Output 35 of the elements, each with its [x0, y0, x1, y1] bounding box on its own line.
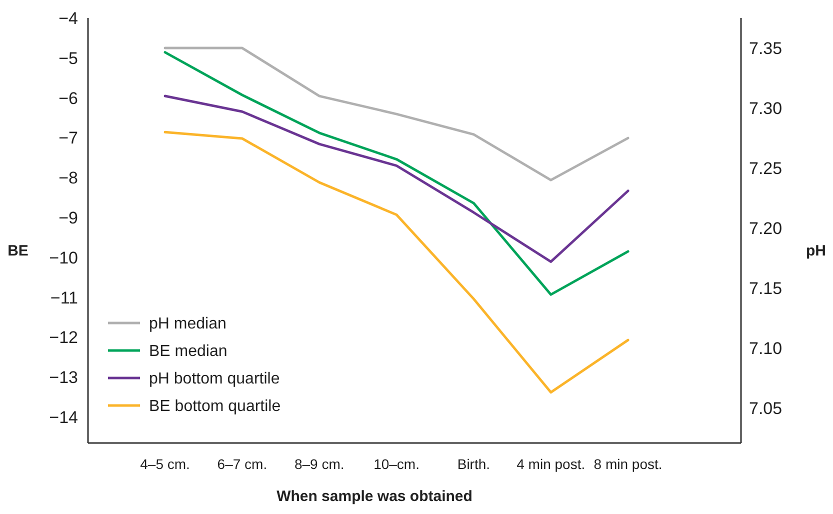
x-tick-label: 4 min post.: [516, 456, 586, 472]
x-tick-label: 8–9 cm.: [294, 456, 344, 472]
legend-label: BE median: [149, 343, 228, 360]
y-tick-label: −10: [49, 248, 78, 268]
y-tick-label: −11: [50, 288, 78, 308]
x-axis-title: When sample was obtained: [276, 488, 472, 505]
line-series: [164, 94, 630, 263]
y2-tick-label: 7.05: [749, 399, 782, 418]
y2-axis-title: pH: [806, 242, 826, 260]
y-tick-label: −12: [49, 328, 78, 348]
y-tick-label: −5: [58, 48, 78, 68]
legend-label: pH bottom quartile: [149, 370, 280, 388]
legend-label: pH median: [149, 316, 226, 333]
y-tick-label: −14: [49, 408, 78, 428]
y-tick-label: −7: [58, 128, 78, 148]
x-tick-label: 4–5 cm.: [140, 456, 190, 472]
y-axis-title: BE: [8, 242, 28, 260]
y2-tick-label: 7.10: [749, 339, 782, 358]
y2-tick-label: 7.25: [749, 159, 782, 178]
y2-tick-label: 7.20: [749, 219, 782, 238]
y-tick-label: −8: [58, 168, 78, 188]
y-tick-label: −4: [58, 8, 78, 28]
y2-tick-label: 7.15: [749, 279, 782, 298]
x-tick-label: 6–7 cm.: [217, 456, 268, 472]
line-series: [164, 51, 630, 296]
y2-tick-label: 7.30: [749, 98, 782, 118]
y-tick-label: −6: [58, 88, 78, 108]
legend-label: BE bottom quartile: [149, 398, 281, 416]
x-tick-label: 10–cm.: [374, 456, 420, 472]
line-series: [164, 46, 630, 182]
y-tick-label: −13: [49, 368, 78, 388]
y-tick-label: −9: [58, 208, 78, 228]
x-tick-label: Birth.: [457, 456, 490, 472]
y2-tick-label: 7.35: [749, 38, 782, 58]
x-tick-label: 8 min post.: [594, 456, 662, 472]
